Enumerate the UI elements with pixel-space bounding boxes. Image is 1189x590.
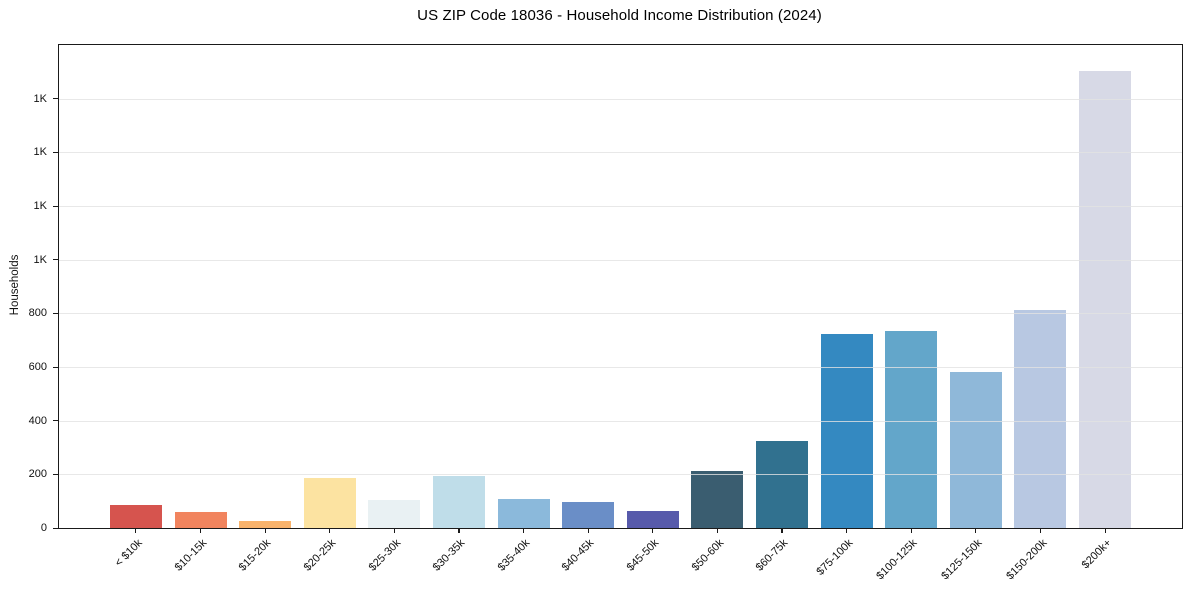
y-tick-label: 800 [28,307,47,320]
gridline [59,98,1182,100]
x-axis-tick-mark [846,528,848,533]
y-tick-label: 400 [28,414,47,427]
y-axis-tick-mark [53,527,59,529]
bar-$60-75k [756,440,809,528]
x-tick-label: $45-50k [624,537,662,574]
chart-title: US ZIP Code 18036 - Household Income Dis… [417,7,822,24]
x-axis-tick-mark [393,528,395,533]
bar-$45-50k [626,510,679,528]
x-tick-label: $125-150k [939,537,985,583]
x-axis-tick-mark [1104,528,1106,533]
x-tick-label: $40-45k [560,537,597,574]
x-axis-tick-mark [716,528,718,533]
bar-$150-200k [1014,310,1067,528]
x-tick-label: < $10k [112,537,145,570]
x-tick-label: $15-20k [237,537,274,574]
gridline [59,367,1182,368]
y-tick-label: 1K [33,146,47,159]
bar-$200k+ [1079,70,1132,528]
y-axis-tick-mark [53,98,59,100]
x-tick-label: $35-40k [495,537,533,574]
x-tick-label: $150-200k [1003,537,1049,583]
bar-$25-30k [368,500,421,528]
x-tick-label: $30-35k [430,537,468,574]
y-tick-label: 1K [33,200,47,212]
y-tick-label: 1K [33,92,47,105]
bar-$125-150k [949,371,1002,528]
y-axis-tick-mark [53,205,59,207]
bar-$40-45k [562,501,615,528]
y-axis-tick-mark [53,312,59,315]
x-axis-tick-mark [910,528,912,533]
y-axis-tick-mark [53,259,59,261]
bar-$15-20k [239,521,292,528]
gridline [59,259,1182,261]
plot-area: 0 200 400 600 800 1K 1K 1K 1K < $10k $10-15k $15-20… [29,44,1183,582]
x-axis-tick-mark [781,528,783,533]
bar-$30-35k [432,475,485,528]
x-axis-tick-mark [587,528,589,533]
bar-< $10k [109,505,162,528]
gridline [59,313,1182,315]
y-tick-label: 600 [28,361,47,373]
y-tick-label: 1K [33,253,47,266]
x-axis-tick-mark [264,528,266,533]
x-axis-tick-mark [135,528,137,533]
gridline [59,420,1182,422]
y-axis-tick-mark [53,151,59,154]
gridline [59,152,1182,154]
y-tick-label: 200 [28,468,47,481]
x-tick-label: $25-30k [366,537,403,574]
x-axis-tick-mark [975,528,977,533]
x-axis-tick-mark [652,528,654,533]
gridline [59,206,1182,207]
y-axis-tick-mark [53,473,59,476]
y-axis-tick-mark [53,420,59,422]
bar-$100-125k [885,331,938,528]
x-tick-label: $75-100k [814,537,856,578]
x-axis-tick-mark [199,528,202,533]
x-axis-tick-mark [329,528,331,533]
bar-$35-40k [497,499,550,528]
gridline [59,474,1182,476]
x-tick-label: $20-25k [301,537,339,574]
x-tick-label: $50-60k [689,537,726,574]
y-tick-label: 0 [40,522,47,534]
y-axis-tick-mark [53,366,59,368]
bar-$20-25k [303,478,356,528]
bar-$50-60k [691,471,744,528]
x-tick-label: $10-15k [172,537,210,574]
x-tick-label: $200k+ [1079,537,1114,572]
x-axis-tick-mark [458,528,460,533]
x-tick-label: $60-75k [753,537,791,574]
bar-$75-100k [820,334,873,528]
x-axis-tick-mark [1039,528,1042,533]
x-axis-tick-mark [522,528,525,533]
x-tick-label: $100-125k [874,537,920,583]
bar-$10-15k [174,512,227,528]
